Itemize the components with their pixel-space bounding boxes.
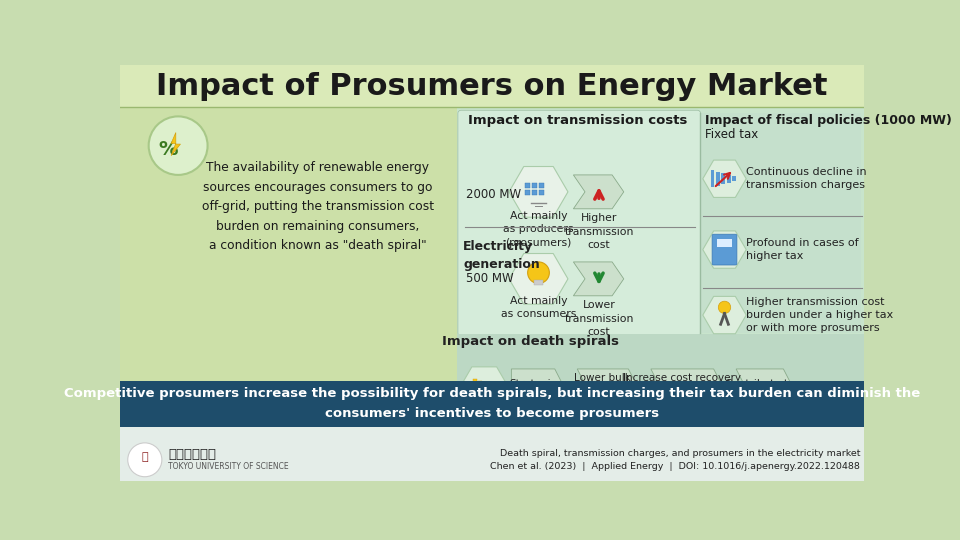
Bar (717, 239, 732, 247)
Bar (457, 334, 864, 427)
Bar (700, 113, 861, 333)
Text: Act mainly
as producers
(prosumers): Act mainly as producers (prosumers) (503, 211, 574, 247)
Text: Impact of Prosumers on Energy Market: Impact of Prosumers on Energy Market (156, 72, 828, 101)
Text: Impact on death spirals: Impact on death spirals (443, 335, 619, 348)
Bar (457, 334, 864, 427)
Polygon shape (509, 253, 568, 304)
Polygon shape (509, 166, 568, 217)
Bar (120, 381, 864, 427)
Bar (727, 175, 731, 183)
Polygon shape (512, 369, 565, 411)
Bar (120, 107, 457, 427)
Text: Profound in cases of
higher tax: Profound in cases of higher tax (746, 238, 859, 261)
Bar (539, 190, 544, 195)
Text: The availability of renewable energy
sources encourages consumers to go
off-grid: The availability of renewable energy sou… (202, 161, 434, 252)
Text: Act mainly
as consumers: Act mainly as consumers (501, 296, 576, 319)
Text: Increase cost recovery
burden on traditional
consumers: Increase cost recovery burden on traditi… (623, 373, 741, 408)
Text: Electricity
generation: Electricity generation (464, 240, 540, 272)
Bar (721, 173, 725, 184)
Circle shape (528, 262, 549, 284)
FancyBboxPatch shape (712, 234, 737, 265)
Text: %: % (158, 140, 178, 159)
Text: Higher transmission cost
burden under a higher tax
or with more prosumers: Higher transmission cost burden under a … (746, 297, 894, 333)
Bar (532, 183, 537, 188)
Bar (120, 427, 864, 481)
Text: Impact of fiscal policies (1000 MW): Impact of fiscal policies (1000 MW) (706, 114, 952, 127)
Text: Continuous decline in
transmission charges: Continuous decline in transmission charg… (746, 167, 867, 191)
Polygon shape (703, 296, 746, 334)
Text: Fixed tax: Fixed tax (706, 127, 758, 140)
Text: Strategic
prosumers: Strategic prosumers (505, 379, 561, 401)
Polygon shape (703, 160, 746, 198)
Text: 東京理科大学: 東京理科大学 (168, 448, 216, 461)
Polygon shape (573, 262, 624, 296)
Bar (534, 280, 543, 285)
Bar (472, 379, 476, 397)
Polygon shape (703, 231, 746, 268)
Bar (524, 183, 530, 188)
Circle shape (128, 443, 162, 477)
Polygon shape (573, 175, 624, 209)
Polygon shape (651, 369, 725, 411)
Text: 東: 東 (141, 453, 148, 462)
Bar (120, 65, 864, 427)
Bar (489, 384, 492, 391)
FancyBboxPatch shape (458, 110, 701, 336)
Bar (539, 183, 544, 188)
Circle shape (718, 301, 731, 314)
Bar (484, 383, 488, 394)
Bar (532, 190, 537, 195)
Polygon shape (460, 367, 509, 409)
Text: Contribute to
death spirals: Contribute to death spirals (725, 379, 795, 401)
Text: Impact on transmission costs: Impact on transmission costs (468, 114, 687, 127)
Bar (732, 176, 736, 181)
Polygon shape (577, 369, 639, 411)
Text: Lower
transmission
cost: Lower transmission cost (564, 300, 634, 337)
Text: Competitive prosumers increase the possibility for death spirals, but increasing: Competitive prosumers increase the possi… (64, 387, 920, 420)
Polygon shape (736, 369, 794, 411)
Bar (710, 170, 714, 187)
Circle shape (149, 117, 207, 175)
Text: Death spiral, transmission charges, and prosumers in the electricity market: Death spiral, transmission charges, and … (499, 449, 860, 458)
Text: Higher
transmission
cost: Higher transmission cost (564, 213, 634, 250)
Text: 500 MW: 500 MW (467, 272, 514, 285)
Bar (524, 190, 530, 195)
Polygon shape (171, 132, 180, 156)
Text: 2000 MW: 2000 MW (467, 188, 521, 201)
Bar (478, 381, 482, 395)
Bar (457, 107, 864, 334)
Text: Chen et al. (2023)  |  Applied Energy  |  DOI: 10.1016/j.apenergy.2022.120488: Chen et al. (2023) | Applied Energy | DO… (491, 462, 860, 471)
Bar (120, 65, 864, 107)
Text: TOKYO UNIVERSITY OF SCIENCE: TOKYO UNIVERSITY OF SCIENCE (168, 462, 289, 471)
Text: Lower bulk
electricity
consumption: Lower bulk electricity consumption (569, 373, 636, 408)
Bar (716, 172, 720, 186)
